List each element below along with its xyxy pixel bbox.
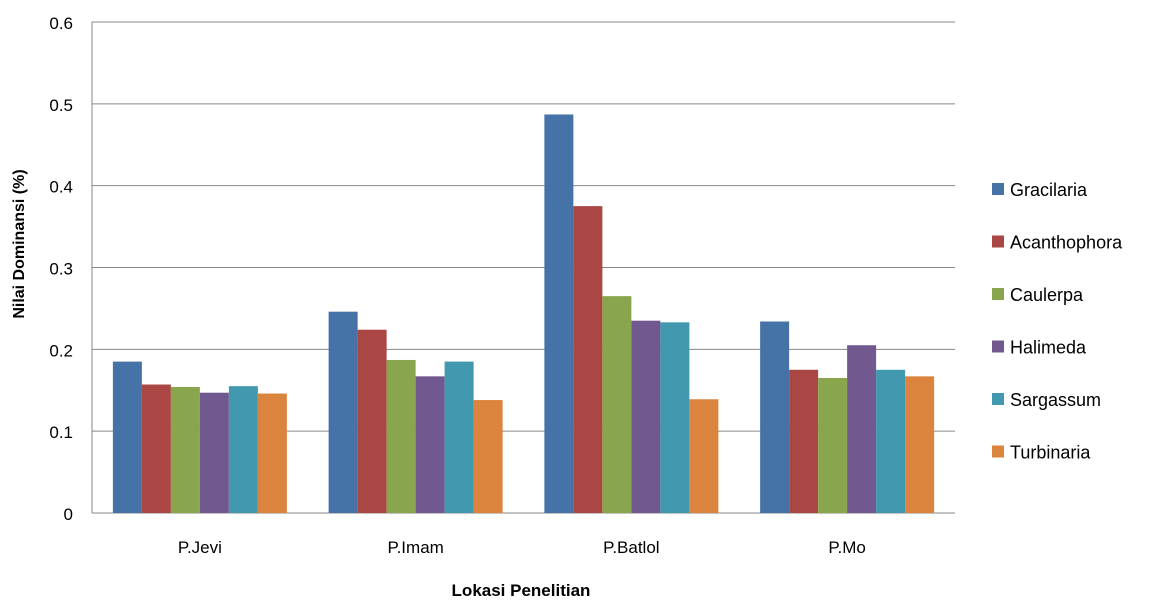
bar-gracilaria-pmo [760,321,790,513]
y-tick-label: 0.1 [49,423,73,442]
y-tick-label: 0.6 [49,14,73,33]
bar-acanthophora-pimam [357,329,387,513]
bar-acanthophora-pbatlol [573,206,603,513]
bar-halimeda-pimam [415,376,445,513]
legend-swatch-turbinaria [992,445,1004,458]
bars [112,114,935,513]
legend-label: Gracilaria [1010,180,1088,200]
bar-turbinaria-pjevi [257,393,287,513]
legend-label: Sargassum [1010,390,1101,410]
legend-swatch-halimeda [992,340,1004,353]
legend-label: Turbinaria [1010,443,1091,463]
x-tick-label: P.Batlol [603,538,659,557]
bar-caulerpa-pmo [818,377,848,513]
bar-acanthophora-pmo [789,369,819,513]
x-tick-label: P.Jevi [178,538,222,557]
legend-swatch-sargassum [992,393,1004,405]
x-tick-label: P.Imam [387,538,443,557]
gridlines [92,21,955,432]
legend-swatch-caulerpa [992,288,1004,300]
y-tick-labels: 0 0.1 0.2 0.3 0.4 0.5 0.6 [49,14,73,524]
legend: Gracilaria Acanthophora Caulerpa Halimeda Sa… [992,180,1123,463]
bar-sargassum-pjevi [228,386,258,513]
bar-caulerpa-pjevi [170,386,200,513]
bar-sargassum-pmo [876,369,906,513]
x-axis-title: Lokasi Penelitian [452,581,591,600]
bar-gracilaria-pjevi [112,361,142,513]
y-tick-label: 0.4 [49,178,73,197]
y-tick-label: 0 [64,505,73,524]
y-tick-label: 0.5 [49,96,73,115]
y-tick-label: 0.3 [49,260,73,279]
bar-gracilaria-pimam [328,311,358,513]
legend-label: Halimeda [1010,338,1087,358]
x-tick-labels: P.Jevi P.Imam P.Batlol P.Mo [178,538,866,557]
bar-halimeda-pjevi [199,392,229,513]
bar-turbinaria-pbatlol [689,399,719,513]
bar-gracilaria-pbatlol [544,114,574,513]
legend-swatch-acanthophora [992,235,1004,248]
bar-turbinaria-pmo [905,376,935,513]
bar-caulerpa-pimam [386,359,416,513]
y-tick-label: 0.2 [49,341,73,360]
bar-sargassum-pbatlol [660,322,690,513]
bar-caulerpa-pbatlol [602,296,632,513]
legend-swatch-gracilaria [992,183,1004,195]
bar-turbinaria-pimam [473,400,503,513]
legend-label: Caulerpa [1010,285,1084,305]
bar-sargassum-pimam [444,361,474,513]
x-tick-label: P.Mo [828,538,866,557]
bar-acanthophora-pjevi [141,384,171,513]
bar-halimeda-pbatlol [631,320,661,513]
legend-label: Acanthophora [1010,233,1123,253]
y-axis-title: Nilai Dominansi (%) [11,169,28,318]
bar-halimeda-pmo [847,345,877,513]
